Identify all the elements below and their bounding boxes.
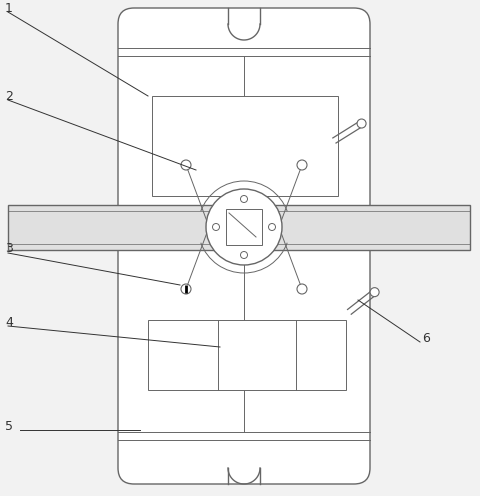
Circle shape (297, 160, 307, 170)
Text: 3: 3 (5, 243, 13, 255)
Circle shape (181, 160, 191, 170)
Text: 5: 5 (5, 420, 13, 433)
Bar (148, 320, 346, 390)
FancyBboxPatch shape (118, 8, 370, 484)
Bar (152, 96, 338, 196)
Bar (226, 209, 262, 245)
Bar (8, 205, 470, 250)
Circle shape (240, 251, 248, 258)
Text: 1: 1 (5, 1, 13, 14)
Circle shape (181, 284, 191, 294)
Circle shape (213, 224, 219, 231)
Text: 6: 6 (422, 331, 430, 345)
Circle shape (357, 119, 366, 128)
Circle shape (240, 195, 248, 202)
Text: 2: 2 (5, 89, 13, 103)
Circle shape (370, 288, 379, 297)
Text: 4: 4 (5, 315, 13, 328)
Circle shape (206, 189, 282, 265)
Circle shape (297, 284, 307, 294)
Circle shape (268, 224, 276, 231)
